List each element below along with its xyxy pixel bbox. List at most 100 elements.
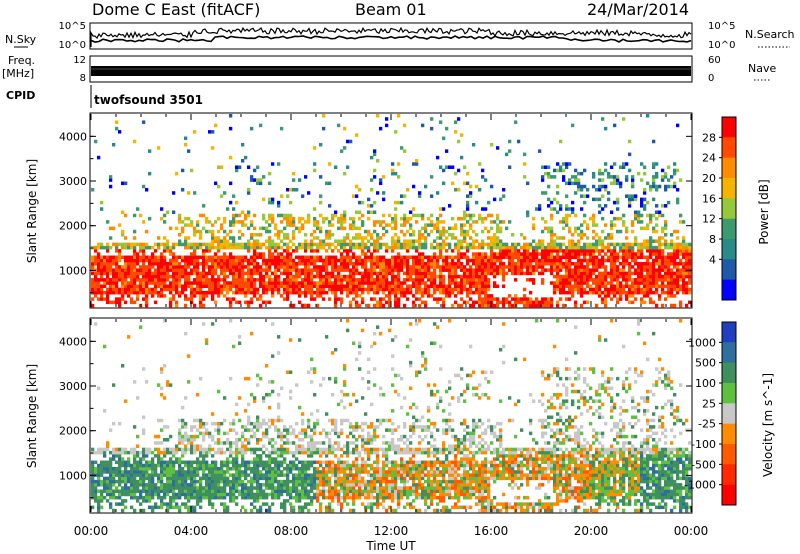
- echo-cell: [112, 495, 116, 500]
- echo-cell: [427, 255, 431, 260]
- echo-cell: [550, 252, 554, 256]
- echo-cell: [373, 152, 377, 157]
- echo-cell: [238, 473, 242, 477]
- echo-cell: [139, 268, 143, 272]
- echo-cell: [103, 255, 107, 260]
- echo-cell: [688, 252, 692, 256]
- echo-cell: [208, 450, 212, 455]
- echo-cell: [289, 261, 293, 266]
- echo-cell: [106, 265, 110, 269]
- echo-cell: [652, 162, 656, 166]
- echo-cell: [169, 470, 173, 474]
- echo-cell: [448, 268, 452, 272]
- echo-cell: [580, 194, 584, 198]
- echo-cell: [127, 457, 131, 461]
- echo-cell: [157, 486, 161, 490]
- echo-cell: [247, 290, 251, 295]
- echo-cell: [193, 255, 197, 260]
- echo-cell: [325, 261, 329, 266]
- echo-cell: [532, 265, 536, 269]
- echo-cell: [118, 460, 122, 465]
- echo-cell: [124, 255, 128, 260]
- echo-cell: [100, 265, 104, 269]
- echo-cell: [553, 168, 557, 173]
- echo-cell: [403, 242, 407, 247]
- echo-cell: [625, 278, 629, 282]
- echo-cell: [625, 290, 629, 295]
- echo-cell: [259, 242, 263, 247]
- echo-cell: [364, 265, 368, 269]
- echo-cell: [631, 255, 635, 260]
- echo-cell: [565, 297, 569, 301]
- echo-cell: [211, 239, 215, 243]
- echo-cell: [631, 294, 635, 298]
- echo-cell: [265, 265, 269, 269]
- echo-cell: [316, 268, 320, 272]
- echo-cell: [550, 261, 554, 266]
- echo-cell: [220, 287, 224, 292]
- echo-cell: [640, 197, 644, 202]
- echo-cell: [112, 454, 116, 458]
- echo-cell: [352, 255, 356, 260]
- echo-cell: [685, 242, 689, 247]
- echo-cell: [631, 220, 635, 224]
- echo-cell: [556, 162, 560, 166]
- echo-cell: [376, 236, 380, 240]
- echo-cell: [133, 229, 137, 234]
- echo-cell: [643, 268, 647, 272]
- echo-cell: [208, 479, 212, 484]
- echo-cell: [118, 495, 122, 500]
- echo-cell: [490, 239, 494, 243]
- echo-cell: [97, 466, 101, 471]
- echo-cell: [586, 278, 590, 282]
- echo-cell: [502, 249, 506, 253]
- echo-cell: [226, 463, 230, 468]
- echo-cell: [379, 126, 383, 131]
- echo-cell: [109, 184, 113, 189]
- echo-cell: [532, 281, 536, 285]
- echo-cell: [667, 258, 671, 263]
- echo-cell: [673, 261, 677, 266]
- echo-cell: [112, 142, 116, 147]
- echo-cell: [211, 486, 215, 490]
- echo-cell: [400, 255, 404, 260]
- echo-cell: [592, 184, 596, 189]
- echo-cell: [136, 434, 140, 439]
- echo-cell: [676, 274, 680, 279]
- echo-cell: [667, 281, 671, 285]
- echo-cell: [286, 187, 290, 192]
- echo-cell: [307, 274, 311, 279]
- echo-cell: [205, 229, 209, 234]
- echo-cell: [343, 239, 347, 243]
- echo-cell: [208, 470, 212, 474]
- echo-cell: [427, 261, 431, 266]
- echo-cell: [241, 447, 245, 452]
- echo-cell: [664, 268, 668, 272]
- echo-cell: [556, 168, 560, 173]
- echo-cell: [421, 255, 425, 260]
- echo-cell: [478, 242, 482, 247]
- echo-cell: [193, 191, 197, 195]
- echo-cell: [379, 178, 383, 182]
- echo-cell: [508, 220, 512, 224]
- echo-cell: [433, 290, 437, 295]
- echo-cell: [439, 207, 443, 211]
- power-colorbar-label: Power [dB]: [757, 179, 771, 244]
- echo-cell: [127, 242, 131, 247]
- echo-cell: [559, 220, 563, 224]
- echo-cell: [244, 447, 248, 452]
- echo-cell: [469, 194, 473, 198]
- echo-cell: [556, 242, 560, 247]
- echo-cell: [244, 486, 248, 490]
- echo-cell: [556, 249, 560, 253]
- echo-cell: [481, 220, 485, 224]
- echo-cell: [529, 261, 533, 266]
- echo-cell: [568, 271, 572, 276]
- echo-cell: [517, 297, 521, 301]
- echo-cell: [574, 265, 578, 269]
- echo-cell: [331, 242, 335, 247]
- echo-cell: [181, 255, 185, 260]
- echo-cell: [220, 460, 224, 465]
- echo-cell: [493, 274, 497, 279]
- echo-cell: [157, 271, 161, 276]
